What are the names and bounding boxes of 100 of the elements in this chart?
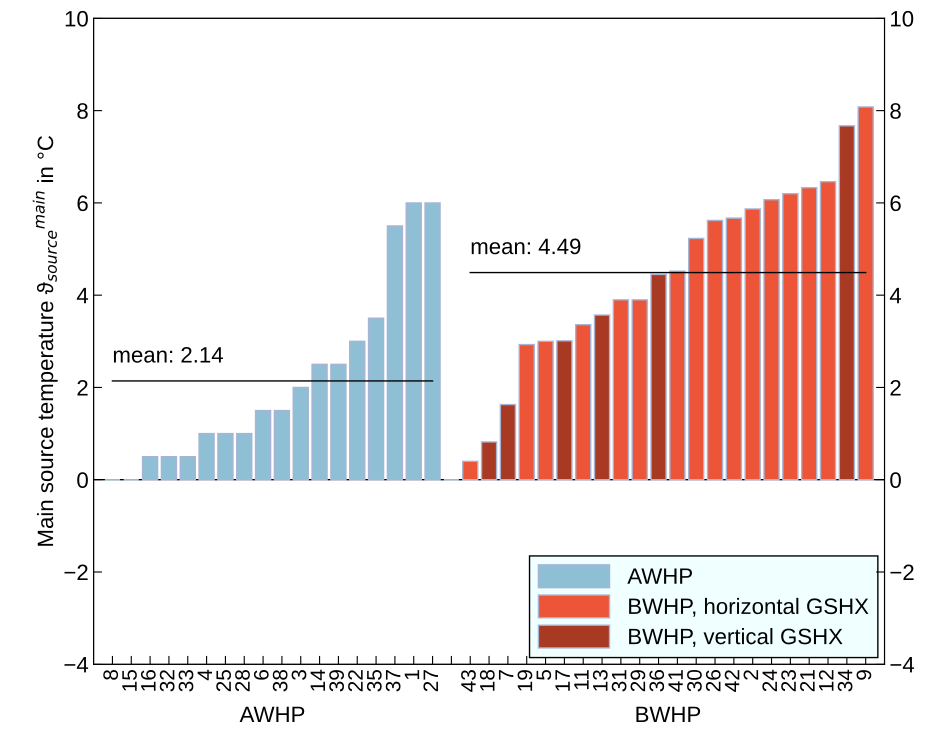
x-tick-label: 11 [574,670,589,690]
bar [180,456,196,480]
bar [480,441,498,480]
x-tick-label: 43 [461,670,476,692]
y2-tick-label: −2 [890,564,914,580]
y-tick-label: 2 [78,380,88,396]
x-tick-label: 37 [386,670,400,692]
bar [406,202,422,480]
bar [142,456,158,480]
x-tick-label: 30 [687,670,702,692]
y2-tick-label: 10 [891,10,914,27]
x-tick-label: 7 [498,670,514,680]
x-tick-label: 18 [480,670,495,691]
bar [537,340,554,480]
y2-tick-label: 0 [890,472,901,488]
x-tick-label: 3 [292,670,306,680]
bar [424,202,441,480]
bar [518,344,535,480]
bar [292,386,309,480]
y-axis-title: Main source temperature ϑ$_{source}$$^{main}$ in °C [32,136,58,546]
x-tick-label: 5 [536,670,552,680]
x-tick-label: 38 [272,670,288,692]
annotation: mean: 2.14 [114,346,223,363]
bar [330,364,347,480]
bar [594,314,610,480]
x-tick-label: 1 [404,670,420,680]
bar [763,198,780,480]
x-tick-label: 8 [103,670,118,680]
text: BWHP [636,706,700,722]
text: AWHP [240,706,304,722]
bar [556,340,573,480]
x-tick-label: 34 [838,670,852,692]
bar [349,340,366,480]
x-tick-label: 17 [555,670,570,691]
y2-tick-label: −4 [890,657,914,672]
x-tick-label: 2 [744,670,758,680]
x-tick-label: 12 [818,670,834,691]
bar [462,460,478,480]
bar [500,404,516,480]
bar [254,410,272,480]
x-tick-label: 32 [160,670,175,692]
legend-label: BWHP, vertical GSHX [629,628,843,647]
bar [198,432,215,480]
bar [574,324,592,480]
y2-tick-label: 2 [890,380,901,396]
x-tick-label: 25 [216,670,232,692]
bar [631,299,648,480]
bar [857,106,874,480]
bar [688,238,704,480]
y2-tick-label: 4 [890,288,902,304]
x-tick-label: 31 [612,670,626,692]
y2-tick-label: 6 [890,195,901,212]
x-tick-label: 19 [518,670,532,691]
x-tick-label: 22 [348,670,363,692]
x-tick-label: 26 [706,670,721,692]
x-tick-label: 35 [366,670,382,692]
x-tick-label: 29 [630,670,646,692]
bar [706,220,724,480]
x-tick-label: 24 [762,670,777,692]
bar [217,432,234,480]
y-tick-label: 6 [78,195,88,212]
x-tick-label: 13 [592,670,608,691]
x-tick-label: 33 [178,670,194,692]
x-tick-label: 6 [254,670,269,680]
bar [782,192,799,480]
legend-label: AWHP [627,568,692,584]
annotation: mean: 4.49 [472,238,580,254]
bar [838,125,856,480]
bar [612,299,630,480]
bar [726,217,742,480]
x-tick-label: 23 [781,670,796,692]
x-tick-label: 27 [423,670,438,692]
bar [744,208,761,480]
x-tick-label: 41 [668,670,683,692]
x-tick-label: 39 [329,670,344,692]
y-tick-label: −2 [64,564,88,580]
x-tick-label: 15 [122,670,137,691]
y-tick-label: 10 [66,10,88,27]
bar [820,180,836,480]
bar [386,225,404,480]
y-tick-label: 4 [76,288,88,304]
x-tick-label: 4 [198,670,212,680]
x-tick-label: 36 [649,670,664,692]
bar [650,274,667,480]
x-tick-label: 42 [724,670,740,692]
x-tick-label: 16 [140,670,156,691]
x-tick-label: 9 [856,670,872,680]
bar [160,456,178,480]
bar [800,186,818,480]
x-tick-label: 14 [310,670,325,691]
x-tick-label: 28 [235,670,250,692]
y-tick-label: 8 [77,103,88,119]
bar [311,364,328,480]
bar [368,318,384,480]
y2-tick-label: 8 [890,103,901,119]
x-tick-label: 21 [800,670,815,692]
y-tick-label: 0 [77,472,88,488]
y-tick-label: −4 [64,657,88,672]
legend-label: BWHP, horizontal GSHX [629,598,868,617]
bar [274,410,290,480]
